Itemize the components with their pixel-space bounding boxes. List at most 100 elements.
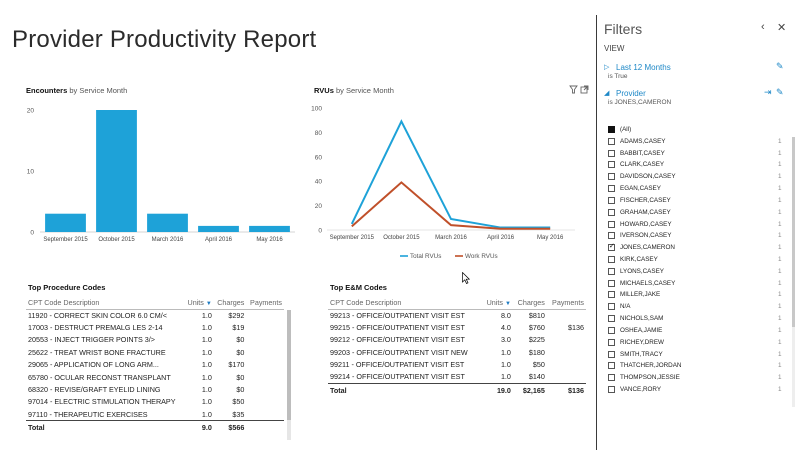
table-row[interactable]: 20553 - INJECT TRIGGER POINTS 3/> 1.0 $0 <box>26 334 284 346</box>
bar[interactable] <box>147 213 188 232</box>
bar[interactable] <box>198 225 239 232</box>
caret-right-icon[interactable]: ▷ <box>604 64 610 71</box>
filter-icon[interactable] <box>569 85 578 94</box>
provider-option[interactable]: LYONS,CASEY 1 <box>608 266 783 278</box>
col-cpt-description[interactable]: CPT Code Description <box>328 297 483 310</box>
provider-option-label: N/A <box>620 303 631 311</box>
checkbox[interactable] <box>608 137 615 145</box>
date-filter-name[interactable]: Last 12 Months <box>616 63 671 72</box>
scroll-thumb[interactable] <box>792 137 795 327</box>
checkbox[interactable] <box>608 386 615 394</box>
bar[interactable] <box>249 225 290 232</box>
checkbox-checked[interactable] <box>608 242 615 252</box>
provider-option-count: 1 <box>778 350 782 358</box>
provider-option[interactable]: EGAN,CASEY 1 <box>608 183 783 195</box>
provider-option[interactable]: JONES,CAMERON 1 <box>608 242 783 254</box>
col-payments[interactable]: Payments <box>246 297 284 310</box>
provider-option[interactable]: RICHEY,DREW 1 <box>608 337 783 349</box>
checkbox[interactable] <box>608 149 615 157</box>
rvu-line-chart[interactable]: 0 20 40 60 80 100 September 2015 October 2015 Ma… <box>305 100 590 275</box>
table-row[interactable]: 99212 - OFFICE/OUTPATIENT VISIT EST 3.0 $2… <box>328 334 586 346</box>
collapse-pane-icon[interactable]: ‹ <box>761 21 765 33</box>
checkbox[interactable] <box>608 256 615 264</box>
series-line[interactable] <box>350 119 551 229</box>
series-line[interactable] <box>351 181 551 230</box>
bar[interactable] <box>45 213 86 232</box>
bar[interactable] <box>96 110 137 232</box>
table-row[interactable]: 65780 - OCULAR RECONST TRANSPLANT 1.0 $0 <box>26 371 284 383</box>
provider-option-label: VANCE,RORY <box>620 386 662 394</box>
provider-option[interactable]: KIRK,CASEY 1 <box>608 254 783 266</box>
table-row[interactable]: 99203 - OFFICE/OUTPATIENT VISIT NEW 1.0 $1… <box>328 346 586 358</box>
col-charges[interactable]: Charges <box>213 297 247 310</box>
checkbox[interactable] <box>608 326 615 334</box>
checkbox[interactable] <box>608 161 615 169</box>
checkbox[interactable] <box>608 374 615 382</box>
filters-scrollbar[interactable] <box>792 137 795 407</box>
table-row[interactable]: 68320 - REVISE/GRAFT EYELID LINING 1.0 $0 <box>26 383 284 395</box>
provider-option[interactable]: IVERSON,CASEY 1 <box>608 230 783 242</box>
table-row[interactable]: 97014 - ELECTRIC STIMULATION THERAPY 1.0 $… <box>26 396 284 408</box>
col-cpt-description[interactable]: CPT Code Description <box>26 297 185 310</box>
provider-option[interactable]: SMITH,TRACY 1 <box>608 349 783 361</box>
checkbox[interactable] <box>608 291 615 299</box>
scroll-thumb[interactable] <box>287 310 291 420</box>
checkbox[interactable] <box>608 362 615 370</box>
provider-option[interactable]: MICHAELS,CASEY 1 <box>608 278 783 290</box>
provider-option[interactable]: THATCHER,JORDAN 1 <box>608 360 783 372</box>
checkbox-partial[interactable] <box>608 126 615 133</box>
close-icon[interactable]: ✕ <box>777 22 787 34</box>
provider-option[interactable]: GRAHAM,CASEY 1 <box>608 207 783 219</box>
provider-option[interactable]: CLARK,CASEY 1 <box>608 159 783 171</box>
col-units[interactable]: Units ▼ <box>482 297 513 310</box>
checkbox[interactable] <box>608 185 615 193</box>
provider-option[interactable]: N/A 1 <box>608 301 783 313</box>
table-row[interactable]: 99214 - OFFICE/OUTPATIENT VISIT EST 1.0 $1… <box>328 371 586 383</box>
table-row[interactable]: 99215 - OFFICE/OUTPATIENT VISIT EST 4.0 $7… <box>328 321 586 333</box>
y-tick-label: 20 <box>315 203 323 210</box>
expand-icon[interactable] <box>580 85 589 94</box>
provider-filter-name[interactable]: Provider <box>616 89 646 98</box>
provider-option[interactable]: VANCE,RORY 1 <box>608 384 783 396</box>
checkbox[interactable] <box>608 173 615 181</box>
table-row[interactable]: 99211 - OFFICE/OUTPATIENT VISIT EST 1.0 $5… <box>328 359 586 371</box>
eraser-icon[interactable]: ✎ <box>776 87 784 97</box>
provider-option[interactable]: BABBIT,CASEY 1 <box>608 148 783 160</box>
provider-option[interactable]: HOWARD,CASEY 1 <box>608 219 783 231</box>
table-row[interactable]: 11920 - CORRECT SKIN COLOR 6.0 CM/< 1.0 $2… <box>26 309 284 321</box>
encounters-bar-chart[interactable]: 0 10 20 September 2015 October 2015 March 201… <box>20 100 300 250</box>
provider-option[interactable]: OSHEA,JAMIE 1 <box>608 325 783 337</box>
checkbox[interactable] <box>608 350 615 358</box>
provider-option[interactable]: ADAMS,CASEY 1 <box>608 136 783 148</box>
checkbox[interactable] <box>608 303 615 311</box>
units-cell: 1.0 <box>201 310 212 320</box>
table-row[interactable]: 17003 - DESTRUCT PREMALG LES 2-14 1.0 $19 <box>26 321 284 333</box>
checkbox[interactable] <box>608 208 615 216</box>
table-row[interactable]: 99213 - OFFICE/OUTPATIENT VISIT EST 8.0 $8… <box>328 309 586 321</box>
col-charges[interactable]: Charges <box>512 297 547 310</box>
col-units[interactable]: Units ▼ <box>184 297 214 310</box>
eraser-icon[interactable]: ✎ <box>776 61 784 71</box>
checkbox[interactable] <box>608 338 615 346</box>
checkbox[interactable] <box>608 232 615 240</box>
col-payments[interactable]: Payments <box>546 297 586 310</box>
checkbox[interactable] <box>608 279 615 287</box>
provider-option[interactable]: (All) <box>608 124 783 136</box>
provider-option[interactable]: MILLER,JAKE 1 <box>608 289 783 301</box>
payments-cell <box>246 309 284 321</box>
procedure-table-scrollbar[interactable] <box>287 310 291 440</box>
cpt-description-cell: 17003 - DESTRUCT PREMALG LES 2-14 <box>28 323 163 333</box>
provider-option[interactable]: DAVIDSON,CASEY 1 <box>608 171 783 183</box>
checkbox[interactable] <box>608 315 615 323</box>
provider-option[interactable]: THOMPSON,JESSIE 1 <box>608 372 783 384</box>
table-row[interactable]: 29065 - APPLICATION OF LONG ARM... 1.0 $17… <box>26 359 284 371</box>
caret-down-icon[interactable]: ◢ <box>604 90 610 97</box>
table-row[interactable]: 97110 - THERAPEUTIC EXERCISES 1.0 $35 <box>26 408 284 420</box>
clear-filter-icon[interactable]: ⇥ <box>764 87 772 97</box>
checkbox[interactable] <box>608 196 615 204</box>
provider-option[interactable]: FISCHER,CASEY 1 <box>608 195 783 207</box>
provider-option[interactable]: NICHOLS,SAM 1 <box>608 313 783 325</box>
table-row[interactable]: 25622 - TREAT WRIST BONE FRACTURE 1.0 $0 <box>26 346 284 358</box>
checkbox[interactable] <box>608 267 615 275</box>
checkbox[interactable] <box>608 220 615 228</box>
